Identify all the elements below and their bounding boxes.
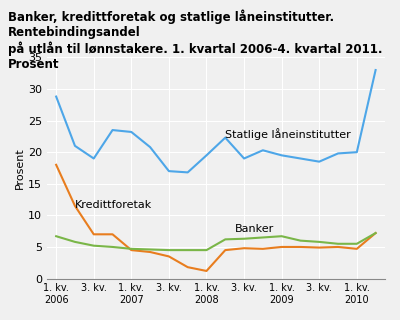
Text: Banker: Banker (235, 224, 274, 235)
Text: Banker, kredittforetak og statlige låneinstitutter. Rentebindingsandel
på utlån : Banker, kredittforetak og statlige lånei… (8, 10, 382, 71)
Y-axis label: Prosent: Prosent (15, 147, 25, 189)
Text: Kredittforetak: Kredittforetak (75, 200, 152, 210)
Text: Statlige låneinstitutter: Statlige låneinstitutter (225, 128, 351, 140)
